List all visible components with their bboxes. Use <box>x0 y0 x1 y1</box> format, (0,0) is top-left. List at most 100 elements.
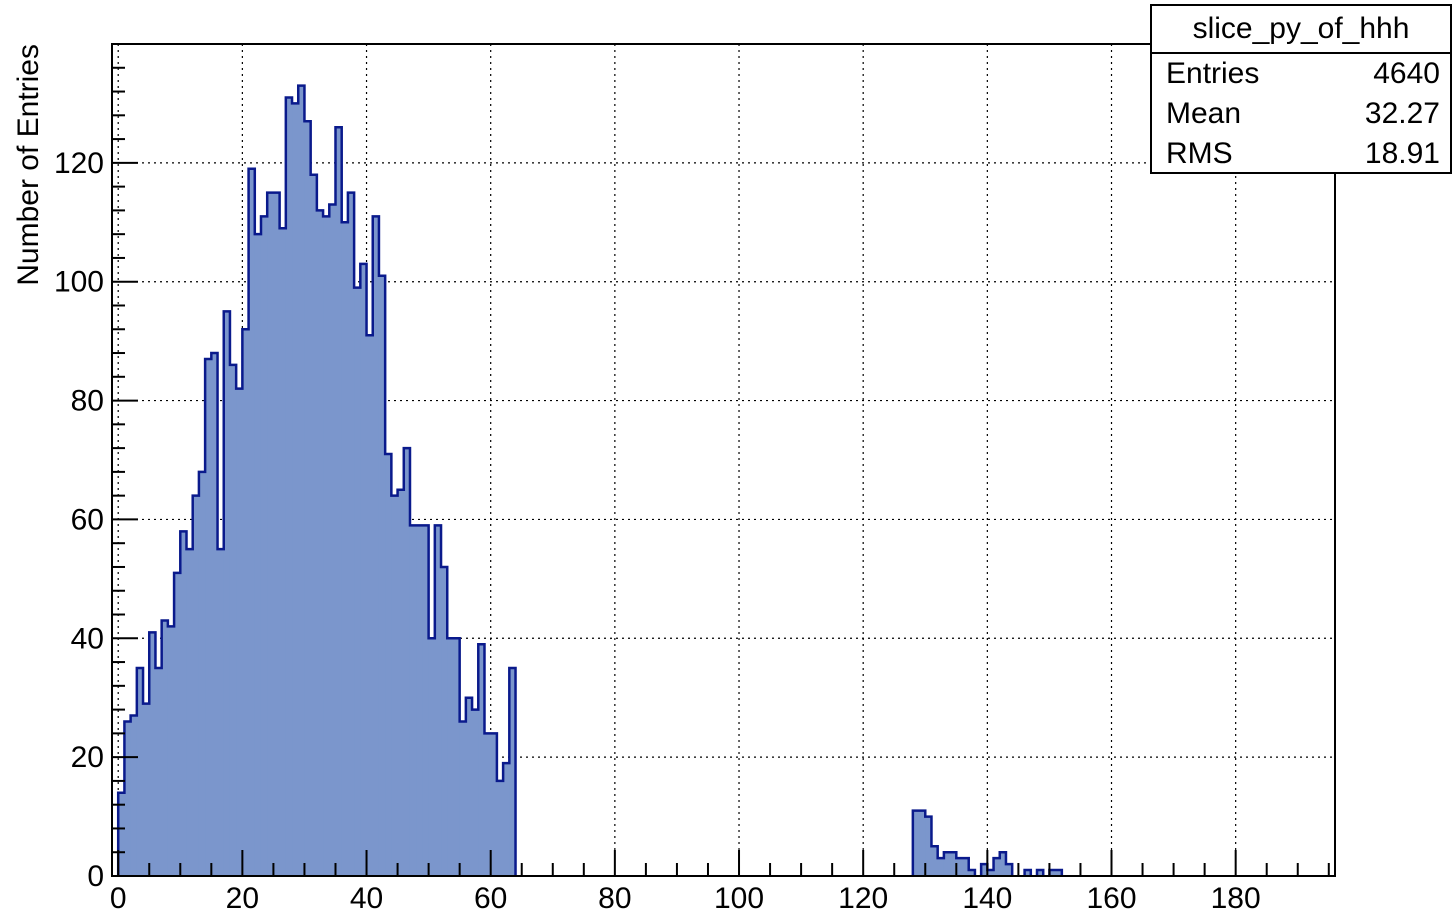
x-tick-label: 80 <box>598 882 631 915</box>
histogram-bar <box>1037 870 1044 876</box>
y-tick-label: 40 <box>71 622 104 655</box>
y-tick-label: 80 <box>71 385 104 418</box>
histogram-bar <box>472 709 479 876</box>
histogram-bars <box>118 85 1063 877</box>
histogram-bar <box>174 572 181 876</box>
histogram-bar <box>453 638 461 876</box>
histogram-bar <box>1024 870 1032 876</box>
histogram-bar <box>962 858 970 876</box>
stats-label: Mean <box>1166 97 1242 130</box>
histogram-bar <box>943 852 951 876</box>
histogram-bar <box>236 388 243 876</box>
histogram-bar <box>925 816 932 876</box>
histogram-bar <box>267 192 274 877</box>
x-tick-label: 60 <box>474 882 507 915</box>
histogram-bar <box>465 697 473 876</box>
x-tick-label: 160 <box>1086 882 1136 915</box>
histogram-bar <box>385 454 392 876</box>
histogram-bar <box>223 311 231 876</box>
stats-row-rms: RMS 18.91 <box>1152 134 1450 174</box>
histogram-bar <box>397 489 405 876</box>
histogram-bar <box>428 638 436 876</box>
histogram-bar <box>378 275 386 876</box>
histogram-bar <box>950 852 957 876</box>
histogram-bar <box>999 852 1007 876</box>
histogram-bar <box>192 495 200 876</box>
histogram-bar <box>478 644 485 876</box>
histogram-bar <box>447 638 454 876</box>
stats-label: Entries <box>1166 57 1260 90</box>
histogram-bar <box>987 870 995 876</box>
y-axis-label: Number of Entries <box>12 44 45 286</box>
histogram-bar <box>422 525 430 876</box>
histogram-bar <box>490 733 498 876</box>
histogram-bar <box>409 525 417 876</box>
histogram-bar <box>347 192 355 877</box>
histogram-bar <box>149 632 156 876</box>
histogram-bar <box>937 858 945 876</box>
x-tick-label: 120 <box>838 882 888 915</box>
x-tick-label: 180 <box>1211 882 1261 915</box>
y-tick-label: 60 <box>71 503 104 536</box>
histogram-bar <box>273 192 281 877</box>
histogram-bar <box>304 121 312 876</box>
stats-box: slice_py_of_hhh Entries 4640 Mean 32.27 … <box>1150 4 1452 174</box>
histogram-bar <box>403 448 411 876</box>
x-tick-label: 140 <box>962 882 1012 915</box>
histogram-bar <box>298 85 305 877</box>
x-tick-label: 0 <box>110 882 127 915</box>
histogram-bar <box>211 353 219 876</box>
x-tick-label: 100 <box>714 882 764 915</box>
histogram-bar <box>1005 864 1013 876</box>
histogram-bar <box>161 620 169 876</box>
histogram-bar <box>279 228 287 876</box>
histogram-bar <box>956 858 964 876</box>
plot-frame <box>111 43 1336 877</box>
y-tick-label: 0 <box>87 860 104 893</box>
stats-title: slice_py_of_hhh <box>1152 6 1450 54</box>
histogram-bar <box>136 668 144 876</box>
histogram-bar <box>335 127 343 876</box>
histogram-bar <box>503 763 510 876</box>
histogram-bar <box>1049 870 1057 876</box>
histogram-bar <box>459 721 467 876</box>
histogram-bar <box>360 263 368 876</box>
histogram-bar <box>441 566 448 876</box>
histogram-bar <box>248 168 256 877</box>
histogram-bar <box>130 715 138 876</box>
histogram-bar <box>155 668 163 876</box>
x-tick-label: 20 <box>226 882 259 915</box>
histogram-bar <box>124 721 132 876</box>
histogram-bar <box>416 525 423 876</box>
histogram-bar <box>372 216 380 877</box>
histogram-bar <box>292 103 299 876</box>
histogram-bar <box>919 810 926 876</box>
histogram-bar <box>229 364 237 876</box>
histogram-bar <box>329 204 336 876</box>
histogram-bar <box>217 549 225 876</box>
histogram-bar <box>434 525 442 876</box>
stats-value: 32.27 <box>1364 97 1440 130</box>
histogram-bar <box>205 358 212 876</box>
stats-value: 18.91 <box>1364 137 1440 170</box>
stats-row-mean: Mean 32.27 <box>1152 94 1450 134</box>
histogram-bar <box>167 626 175 876</box>
histogram-bar <box>931 846 939 876</box>
histogram-outline <box>116 84 1064 876</box>
histogram-bar <box>912 810 920 876</box>
y-tick-label: 20 <box>71 741 104 774</box>
axis-ticks <box>112 43 1330 877</box>
histogram-bar <box>993 858 1001 876</box>
histogram-bar <box>316 210 324 876</box>
histogram-bar <box>242 329 250 876</box>
histogram-bar <box>186 549 194 876</box>
x-tick-label: 40 <box>350 882 383 915</box>
stats-label: RMS <box>1166 137 1233 170</box>
histogram-bar <box>968 870 976 876</box>
histogram-bar <box>118 792 125 876</box>
histogram-bar <box>1055 870 1063 876</box>
stats-value: 4640 <box>1373 57 1440 90</box>
histogram-bar <box>260 216 268 877</box>
histogram-bar <box>509 668 517 876</box>
